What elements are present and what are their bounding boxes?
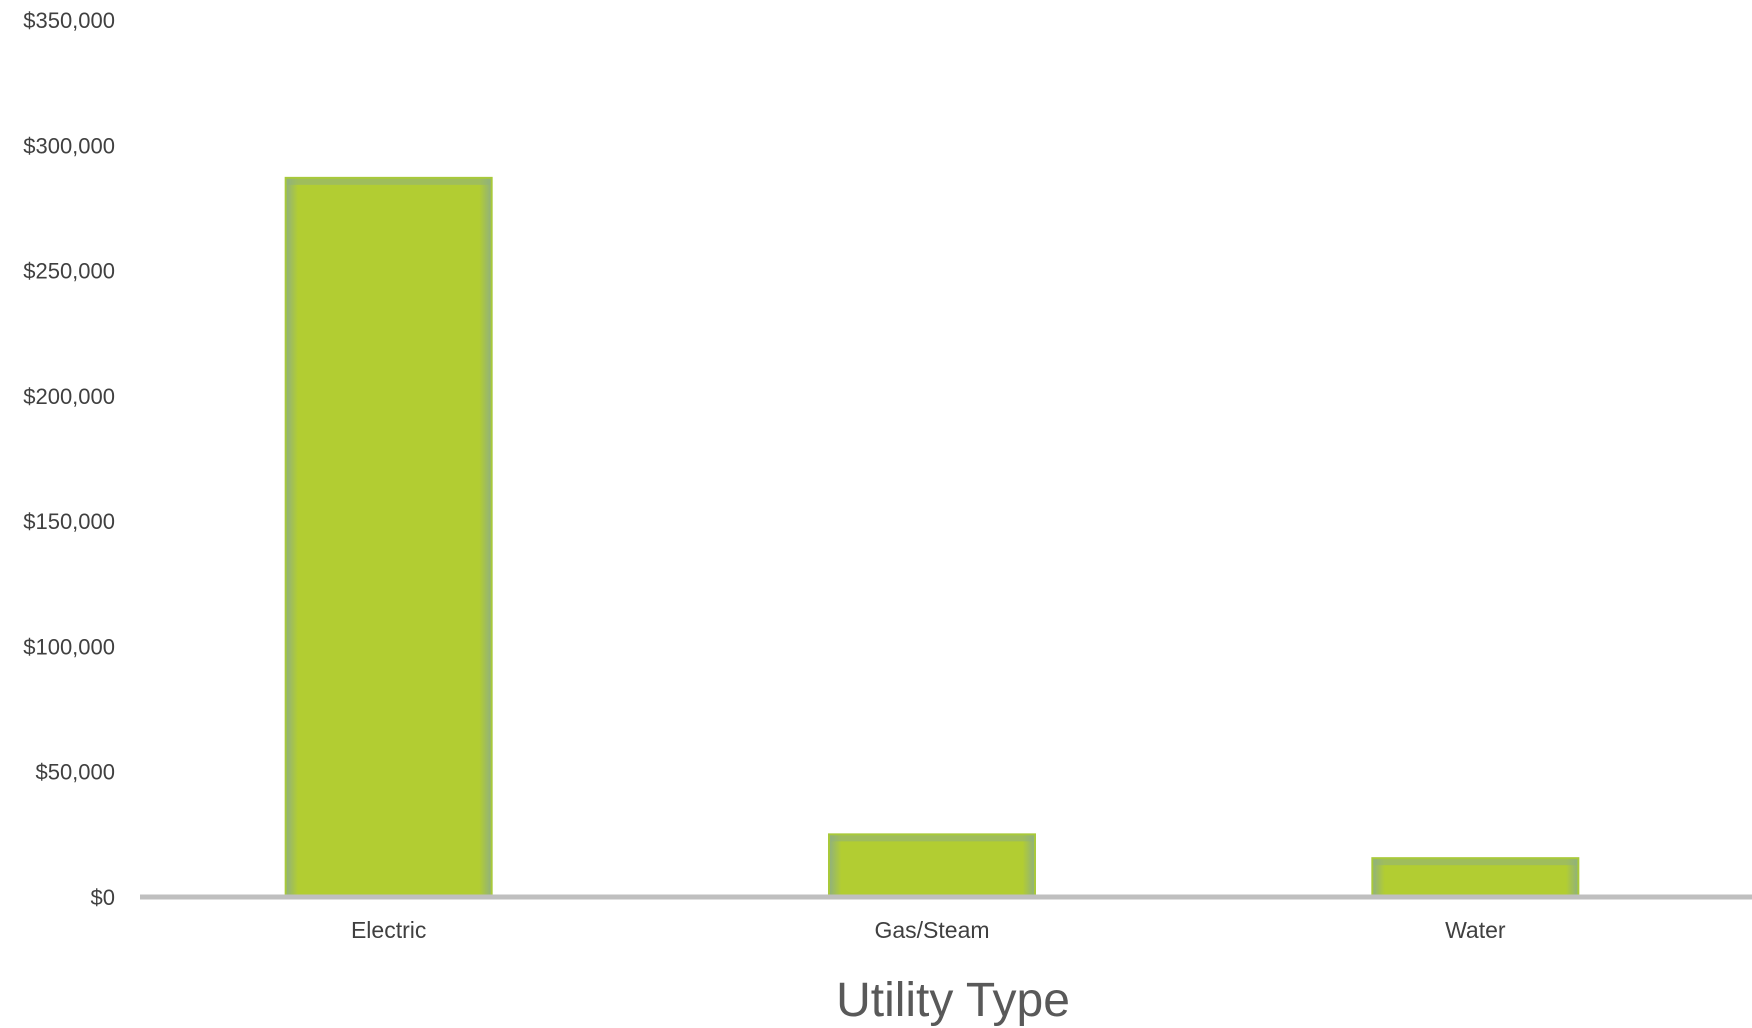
y-tick-label: $300,000 (23, 133, 115, 158)
y-axis-ticks: $0 $50,000 $100,000 $150,000 $200,000 $250,00… (23, 8, 115, 910)
y-tick-label: $200,000 (23, 384, 115, 409)
x-axis-labels: Electric Gas/Steam Water (351, 917, 1506, 943)
bar-gas-steam (828, 833, 1036, 898)
y-tick-label: $50,000 (35, 760, 115, 785)
y-tick-label: $100,000 (23, 634, 115, 659)
bar-edge-shade (830, 835, 1034, 842)
bars-group (284, 176, 1580, 899)
bar-edge-shade (286, 178, 491, 185)
y-tick-label: $250,000 (23, 259, 115, 284)
x-axis-title: Utility Type (836, 974, 1070, 1027)
y-tick-label: $0 (91, 885, 115, 910)
x-tick-label: Water (1445, 917, 1506, 943)
y-tick-label: $150,000 (23, 509, 115, 534)
x-tick-label: Gas/Steam (874, 917, 989, 943)
bar-edge-shade (1373, 859, 1578, 866)
bar-electric (284, 176, 493, 899)
y-tick-label: $350,000 (23, 8, 115, 33)
x-tick-label: Electric (351, 917, 426, 943)
